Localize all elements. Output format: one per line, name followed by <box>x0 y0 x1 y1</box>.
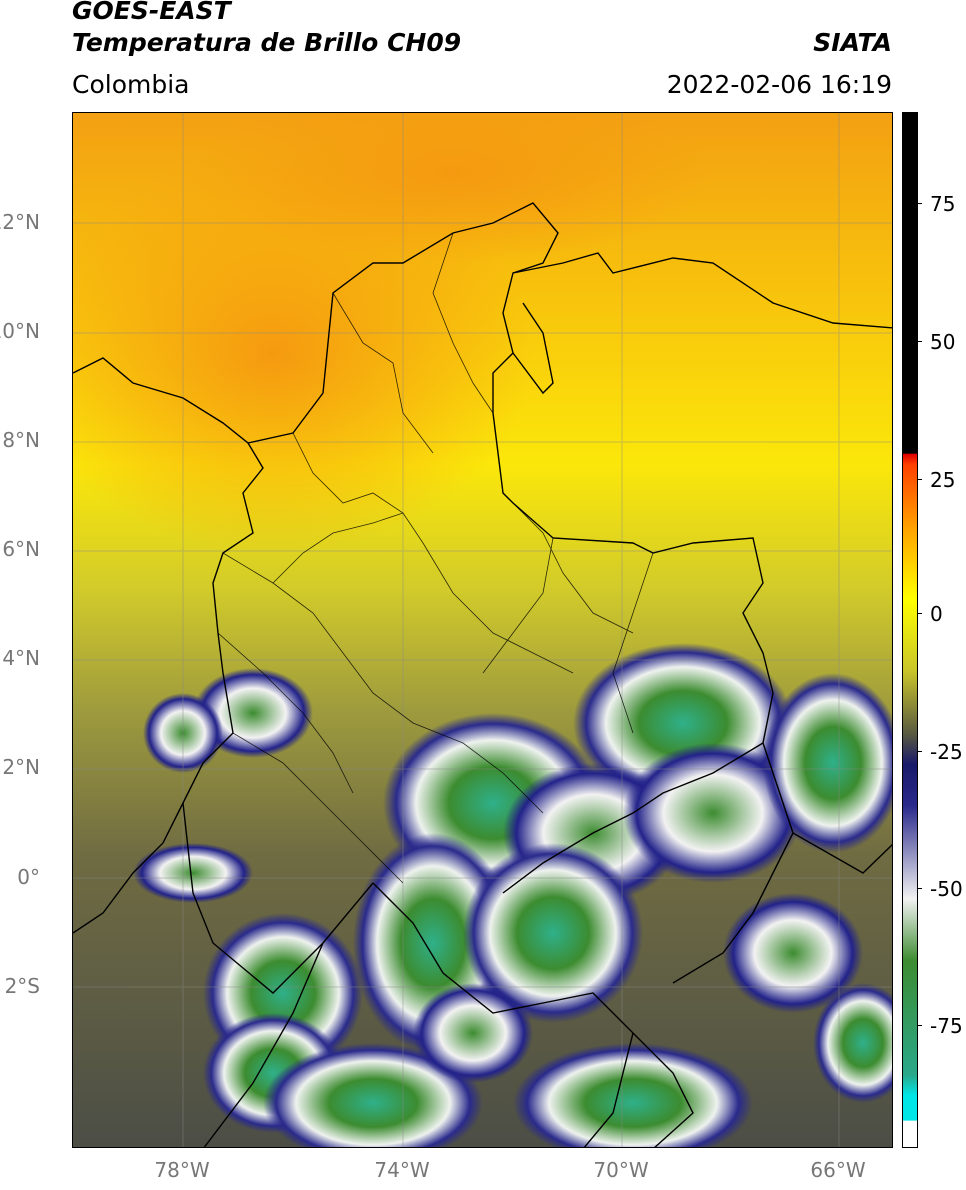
colorbar-label: 0 <box>930 602 943 626</box>
lon-tick-label: 70°W <box>593 1158 649 1182</box>
lat-tick-label: 4°N <box>2 646 40 670</box>
map-overlay <box>73 113 892 1147</box>
lat-tick-label: 2°S <box>4 974 40 998</box>
lon-tick-label: 74°W <box>374 1158 430 1182</box>
lon-tick-label: 66°W <box>810 1158 866 1182</box>
colorbar-tick <box>917 341 922 342</box>
country-borders <box>73 202 892 1147</box>
lat-tick-label: 2°N <box>2 755 40 779</box>
lat-tick-label: 10°N <box>0 319 40 343</box>
brand-label: SIATA <box>813 28 892 57</box>
graticule <box>73 113 892 1147</box>
colorbar-label: -75 <box>930 1014 963 1038</box>
colorbar-label: 75 <box>930 192 956 216</box>
product-title: Temperatura de Brillo CH09 <box>72 28 462 57</box>
lat-tick-label: 6°N <box>2 537 40 561</box>
colorbar-tick <box>917 888 922 889</box>
lat-tick-label: 12°N <box>0 210 40 234</box>
colorbar-tick <box>917 613 922 614</box>
lat-tick-label: 0° <box>17 865 40 889</box>
lon-tick-label: 78°W <box>154 1158 210 1182</box>
colorbar-label: -50 <box>930 877 963 901</box>
convective-clouds <box>133 643 892 1147</box>
colorbar <box>902 112 918 1148</box>
timestamp-label: 2022-02-06 16:19 <box>666 70 892 99</box>
region-label: Colombia <box>72 70 190 99</box>
satellite-map[interactable] <box>72 112 893 1148</box>
product-name: GOES-EAST <box>72 0 231 25</box>
colorbar-tick <box>917 1025 922 1026</box>
department-borders <box>217 232 654 884</box>
colorbar-tick <box>917 751 922 752</box>
colorbar-tick <box>917 203 922 204</box>
lat-tick-label: 8°N <box>2 428 40 452</box>
colorbar-label: 25 <box>930 468 956 492</box>
colorbar-label: 50 <box>930 330 956 354</box>
colorbar-label: -25 <box>930 740 963 764</box>
warm-region <box>193 113 713 263</box>
colorbar-tick <box>917 479 922 480</box>
